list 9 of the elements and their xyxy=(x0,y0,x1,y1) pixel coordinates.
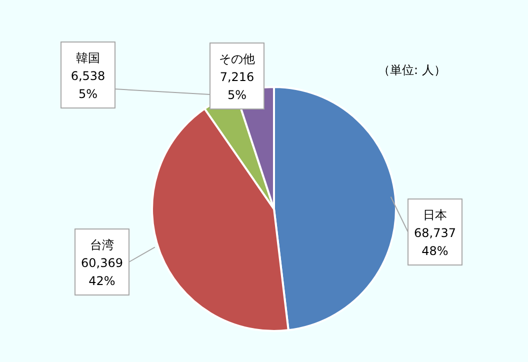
data-label: 68,737 48% xyxy=(414,226,456,258)
data-label: 6,538 5% xyxy=(70,69,106,101)
slice-label: 韓国 xyxy=(76,51,100,65)
slice-label: その他 xyxy=(219,52,255,66)
data-label: 7,216 5% xyxy=(220,70,254,102)
slice-label: 台湾 xyxy=(90,238,114,252)
data-label: 60,369 42% xyxy=(81,256,123,288)
text: （単位: 人） xyxy=(378,62,446,79)
slice-label: 日本 xyxy=(423,208,447,222)
